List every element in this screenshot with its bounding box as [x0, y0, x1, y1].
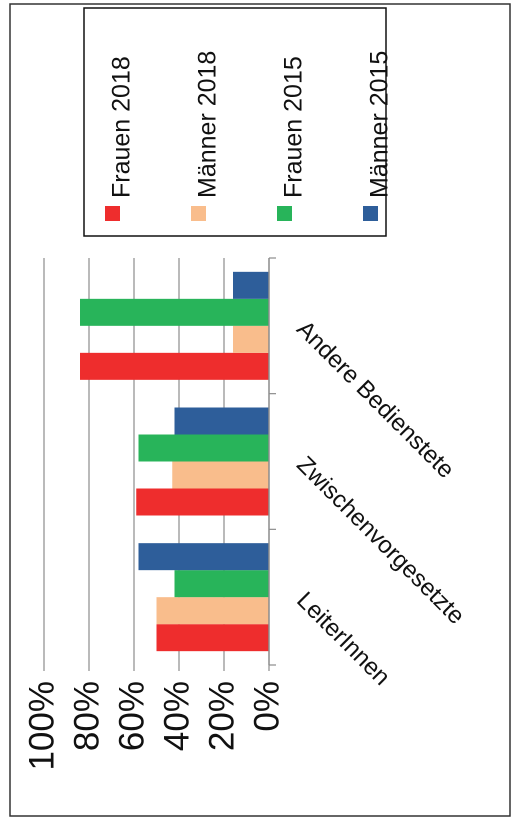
legend-swatch — [191, 206, 206, 221]
chart-frame — [9, 3, 511, 817]
bar — [233, 325, 269, 353]
bar — [80, 298, 269, 326]
y-tick-label: 0% — [247, 681, 286, 732]
y-tick-label: 40% — [157, 681, 196, 751]
legend-box — [83, 7, 387, 237]
legend-label: Frauen 2015 — [280, 56, 308, 198]
legend-label: Frauen 2018 — [108, 56, 136, 198]
bar — [174, 407, 269, 435]
y-tick-label: 60% — [112, 681, 151, 751]
y-tick-label: 20% — [202, 681, 241, 751]
y-tick-labels: 0%20%40%60%80%100% — [22, 681, 286, 771]
legend-label: Männer 2018 — [194, 51, 222, 198]
bar — [136, 488, 269, 516]
bar — [156, 597, 269, 625]
bar — [138, 543, 269, 571]
bars — [80, 271, 269, 652]
category-label: LeiterInnen — [291, 587, 395, 691]
legend-label: Männer 2015 — [366, 51, 394, 198]
legend: Frauen 2018 Männer 2018 Frauen 2015 Männer … — [83, 7, 394, 237]
y-tick-label: 80% — [67, 681, 106, 751]
legend-swatch — [105, 206, 120, 221]
legend-swatch — [277, 206, 292, 221]
bar — [138, 434, 269, 462]
bar — [156, 624, 269, 652]
y-tick-label: 100% — [22, 681, 61, 771]
legend-swatch — [363, 206, 378, 221]
bar — [172, 461, 269, 489]
bar — [233, 271, 269, 299]
axes — [43, 257, 276, 671]
bar — [174, 570, 269, 598]
bar — [80, 352, 269, 380]
